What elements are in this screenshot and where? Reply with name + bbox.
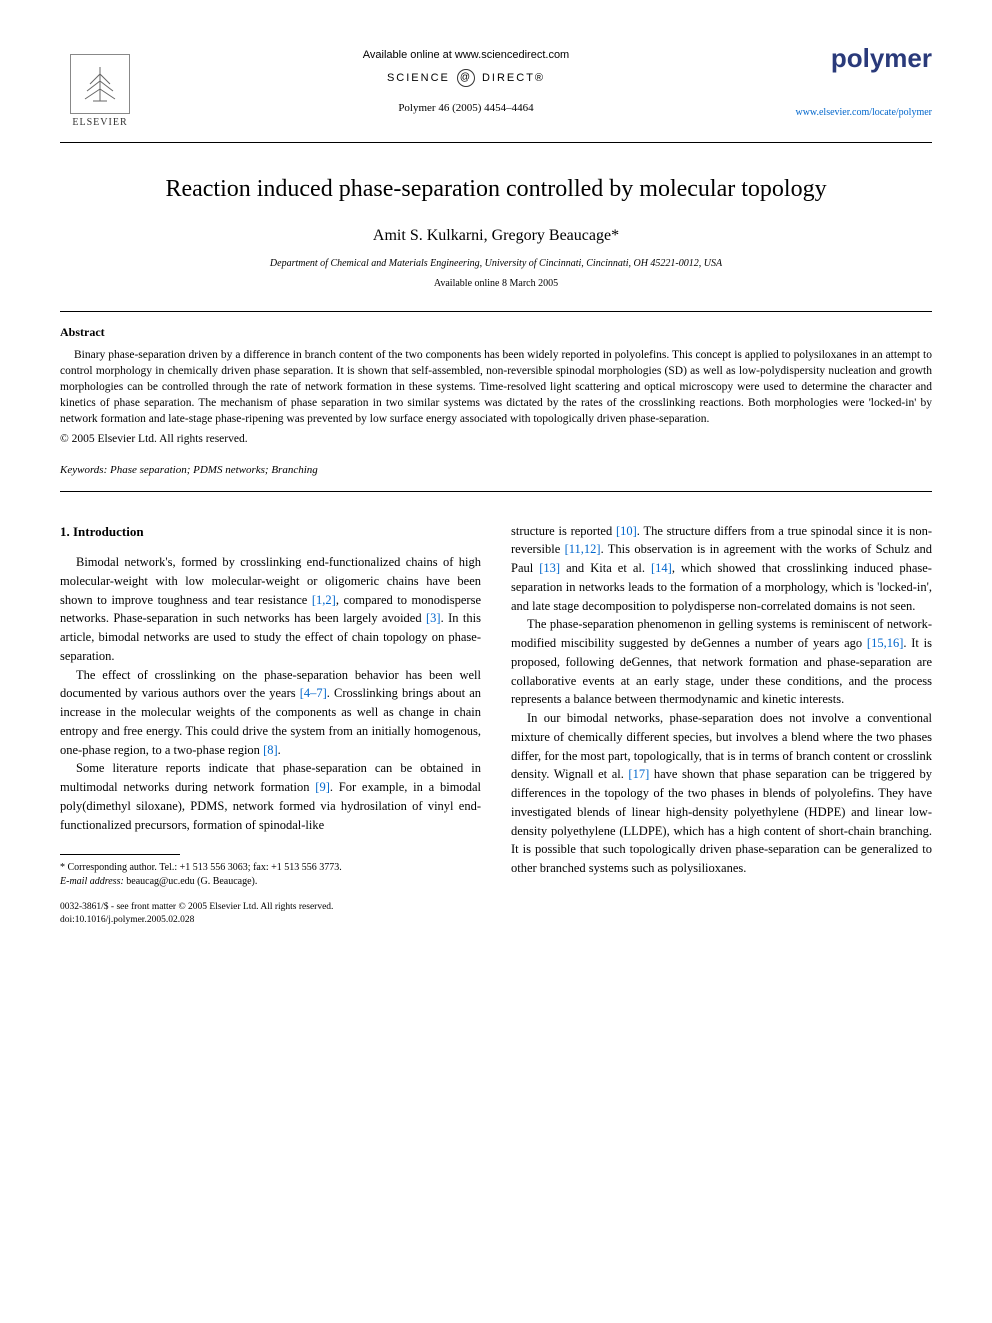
left-column: 1. Introduction Bimodal network's, forme… xyxy=(60,522,481,926)
sd-at-icon: @ xyxy=(457,69,475,87)
body-paragraph: The effect of crosslinking on the phase-… xyxy=(60,666,481,760)
body-paragraph: Bimodal network's, formed by crosslinkin… xyxy=(60,553,481,666)
reference-link[interactable]: [11,12] xyxy=(565,542,601,556)
right-column: structure is reported [10]. The structur… xyxy=(511,522,932,926)
reference-link[interactable]: [1,2] xyxy=(312,593,336,607)
header-divider xyxy=(60,142,932,143)
body-paragraph: structure is reported [10]. The structur… xyxy=(511,522,932,616)
reference-link[interactable]: [9] xyxy=(315,780,330,794)
polymer-url-link[interactable]: www.elsevier.com/locate/polymer xyxy=(792,106,932,120)
reference-link[interactable]: [8] xyxy=(263,743,278,757)
elsevier-logo: ELSEVIER xyxy=(60,40,140,130)
authors: Amit S. Kulkarni, Gregory Beaucage* xyxy=(60,225,932,247)
abstract-section: Abstract Binary phase-separation driven … xyxy=(60,324,932,447)
body-columns: 1. Introduction Bimodal network's, forme… xyxy=(60,522,932,926)
elsevier-tree-icon xyxy=(70,54,130,114)
title-section: Reaction induced phase-separation contro… xyxy=(60,173,932,291)
issn-line: 0032-3861/$ - see front matter © 2005 El… xyxy=(60,901,481,913)
polymer-logo-block: polymer www.elsevier.com/locate/polymer xyxy=(792,40,932,120)
body-paragraph: In our bimodal networks, phase-separatio… xyxy=(511,709,932,878)
available-online-text: Available online at www.sciencedirect.co… xyxy=(140,48,792,63)
corresponding-author-footnote: * Corresponding author. Tel.: +1 513 556… xyxy=(60,861,481,889)
footnote-separator xyxy=(60,854,180,855)
keywords-label: Keywords: xyxy=(60,464,107,476)
email-label: E-mail address: xyxy=(60,876,124,887)
article-title: Reaction induced phase-separation contro… xyxy=(60,173,932,207)
elsevier-label: ELSEVIER xyxy=(72,116,127,130)
header-row: ELSEVIER Available online at www.science… xyxy=(60,40,932,130)
body-paragraph: Some literature reports indicate that ph… xyxy=(60,759,481,834)
center-header: Available online at www.sciencedirect.co… xyxy=(140,40,792,117)
reference-link[interactable]: [4–7] xyxy=(300,686,327,700)
reference-link[interactable]: [14] xyxy=(651,561,672,575)
polymer-journal-title: polymer xyxy=(792,40,932,76)
footer-info: 0032-3861/$ - see front matter © 2005 El… xyxy=(60,901,481,926)
reference-link[interactable]: [15,16] xyxy=(867,636,903,650)
abstract-divider xyxy=(60,491,932,492)
keywords-line: Keywords: Phase separation; PDMS network… xyxy=(60,463,932,478)
reference-link[interactable]: [10] xyxy=(616,524,637,538)
abstract-heading: Abstract xyxy=(60,324,932,341)
corresponding-text: * Corresponding author. Tel.: +1 513 556… xyxy=(60,861,481,875)
email-address: beaucag@uc.edu (G. Beaucage). xyxy=(126,876,257,887)
sd-right: DIRECT® xyxy=(482,72,545,84)
science-direct-logo: SCIENCE @ DIRECT® xyxy=(140,69,792,87)
sd-left: SCIENCE xyxy=(387,72,450,84)
title-divider xyxy=(60,311,932,312)
keywords-text: Phase separation; PDMS networks; Branchi… xyxy=(110,464,318,476)
abstract-copyright: © 2005 Elsevier Ltd. All rights reserved… xyxy=(60,431,932,447)
affiliation: Department of Chemical and Materials Eng… xyxy=(60,257,932,271)
publication-date: Available online 8 March 2005 xyxy=(60,277,932,291)
email-line: E-mail address: beaucag@uc.edu (G. Beauc… xyxy=(60,875,481,889)
body-paragraph: The phase-separation phenomenon in gelli… xyxy=(511,615,932,709)
section-heading-intro: 1. Introduction xyxy=(60,522,481,542)
journal-reference: Polymer 46 (2005) 4454–4464 xyxy=(140,101,792,116)
doi-line: doi:10.1016/j.polymer.2005.02.028 xyxy=(60,914,481,926)
reference-link[interactable]: [13] xyxy=(539,561,560,575)
reference-link[interactable]: [17] xyxy=(628,767,649,781)
reference-link[interactable]: [3] xyxy=(426,611,441,625)
abstract-text: Binary phase-separation driven by a diff… xyxy=(60,347,932,427)
